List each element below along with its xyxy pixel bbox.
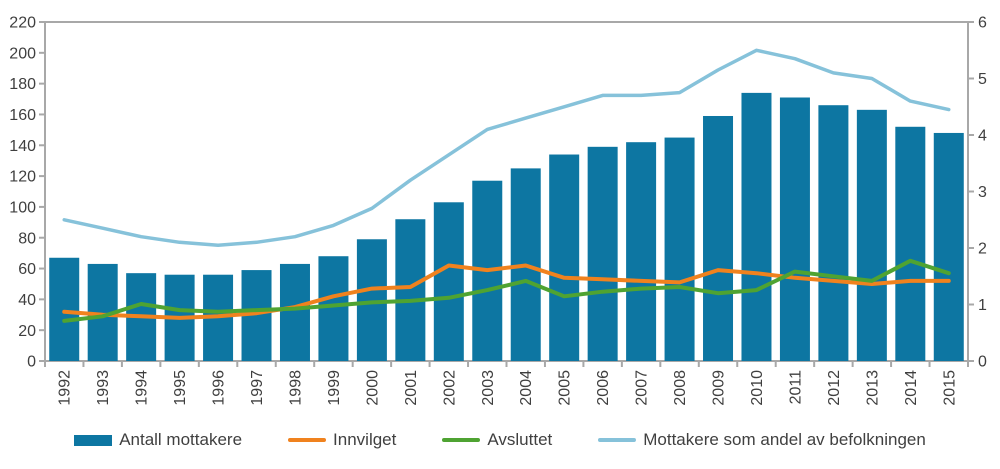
bar-2007 [626,142,657,361]
x-axis-year-label: 2003 [480,370,497,406]
legend-swatch-bar-icon [74,434,113,446]
bar-2006 [587,146,618,361]
left-axis-tick-label: 220 [9,15,36,32]
left-axis-tick-label: 140 [9,138,36,155]
x-axis-year-label: 1999 [326,370,343,406]
left-axis-tick-label: 80 [18,230,36,247]
legend-item-andel-befolkningen: Mottakere som andel av befolkningen [598,430,926,450]
left-axis-tick-label: 0 [27,354,36,371]
x-axis-year-label: 2002 [441,370,458,406]
x-axis-year-label: 2004 [518,370,535,406]
bar-2013 [856,109,887,361]
chart-legend: Antall mottakere Innvilget Avsluttet Mot… [0,417,1000,450]
x-axis-year-label: 1997 [249,370,266,406]
left-axis-tick-label: 120 [9,169,36,186]
x-axis-year-label: 2000 [364,370,381,406]
x-axis-year-label: 2013 [864,370,881,406]
right-axis-tick-label: 3 [978,184,987,201]
legend-label-antall-mottakere: Antall mottakere [119,430,243,449]
bar-2015 [933,132,964,361]
bar-2011 [779,97,810,361]
legend-item-avsluttet: Avsluttet [442,430,552,450]
bar-2014 [895,126,926,361]
right-axis-tick-label: 5 [978,71,987,88]
left-axis-tick-label: 40 [18,292,36,309]
x-axis-year-label: 2012 [826,370,843,406]
legend-item-innvilget: Innvilget [288,430,396,450]
x-axis-year-label: 2006 [595,370,612,406]
x-axis-year-label: 1992 [57,370,74,406]
x-axis-year-label: 2001 [403,370,420,406]
left-axis-tick-label: 60 [18,261,36,278]
x-axis-year-label: 1996 [211,370,228,406]
x-axis-year-label: 2010 [749,370,766,406]
x-axis-year-label: 1995 [172,370,189,406]
legend-swatch-innvilget-line-icon [288,438,327,442]
x-axis-year-label: 1994 [134,370,151,406]
legend-label-avsluttet: Avsluttet [487,430,553,449]
bar-2008 [664,137,695,361]
x-axis-year-label: 2014 [903,370,920,406]
left-axis-tick-label: 100 [9,200,36,217]
bar-2001 [395,219,426,361]
left-axis-tick-label: 160 [9,107,36,124]
bar-2010 [741,92,772,361]
line-innvilget [62,263,951,320]
legend-swatch-avsluttet-line-icon [442,438,481,442]
right-axis-tick-label: 0 [978,354,987,371]
line-mottakere [62,48,951,247]
x-axis-year-label: 2009 [711,370,728,406]
x-axis-year-label: 1998 [287,370,304,406]
x-axis-year-label: 2005 [557,370,574,406]
legend-label-andel-befolkningen: Mottakere som andel av befolkningen [643,430,926,449]
x-axis-year-label: 1993 [95,370,112,406]
bar-1992 [49,257,80,361]
bar-1999 [318,256,349,361]
right-axis-tick-label: 4 [978,128,987,145]
x-axis-year-label: 2011 [787,370,804,405]
bar-2002 [433,202,464,361]
x-axis-year-label: 2007 [634,370,651,406]
left-axis-tick-label: 180 [9,76,36,93]
bar-1998 [279,263,310,361]
legend-swatch-andel-line-icon [598,438,637,442]
bar-2012 [818,105,849,361]
x-axis-year-label: 2008 [672,370,689,406]
legend-label-innvilget: Innvilget [333,430,397,449]
line-avsluttet [62,258,951,323]
legend-item-antall-mottakere: Antall mottakere [74,430,242,450]
right-axis-tick-label: 6 [978,15,987,32]
x-axis-year-label: 2015 [941,370,958,406]
right-axis-tick-label: 1 [978,297,987,314]
left-axis-tick-label: 20 [18,323,36,340]
right-axis-tick-label: 2 [978,241,987,258]
left-axis-tick-label: 200 [9,45,36,62]
combo-chart: 0204060801001201401601802002200123456199… [9,15,987,406]
bar-2005 [549,154,580,361]
bar-2009 [703,115,734,361]
